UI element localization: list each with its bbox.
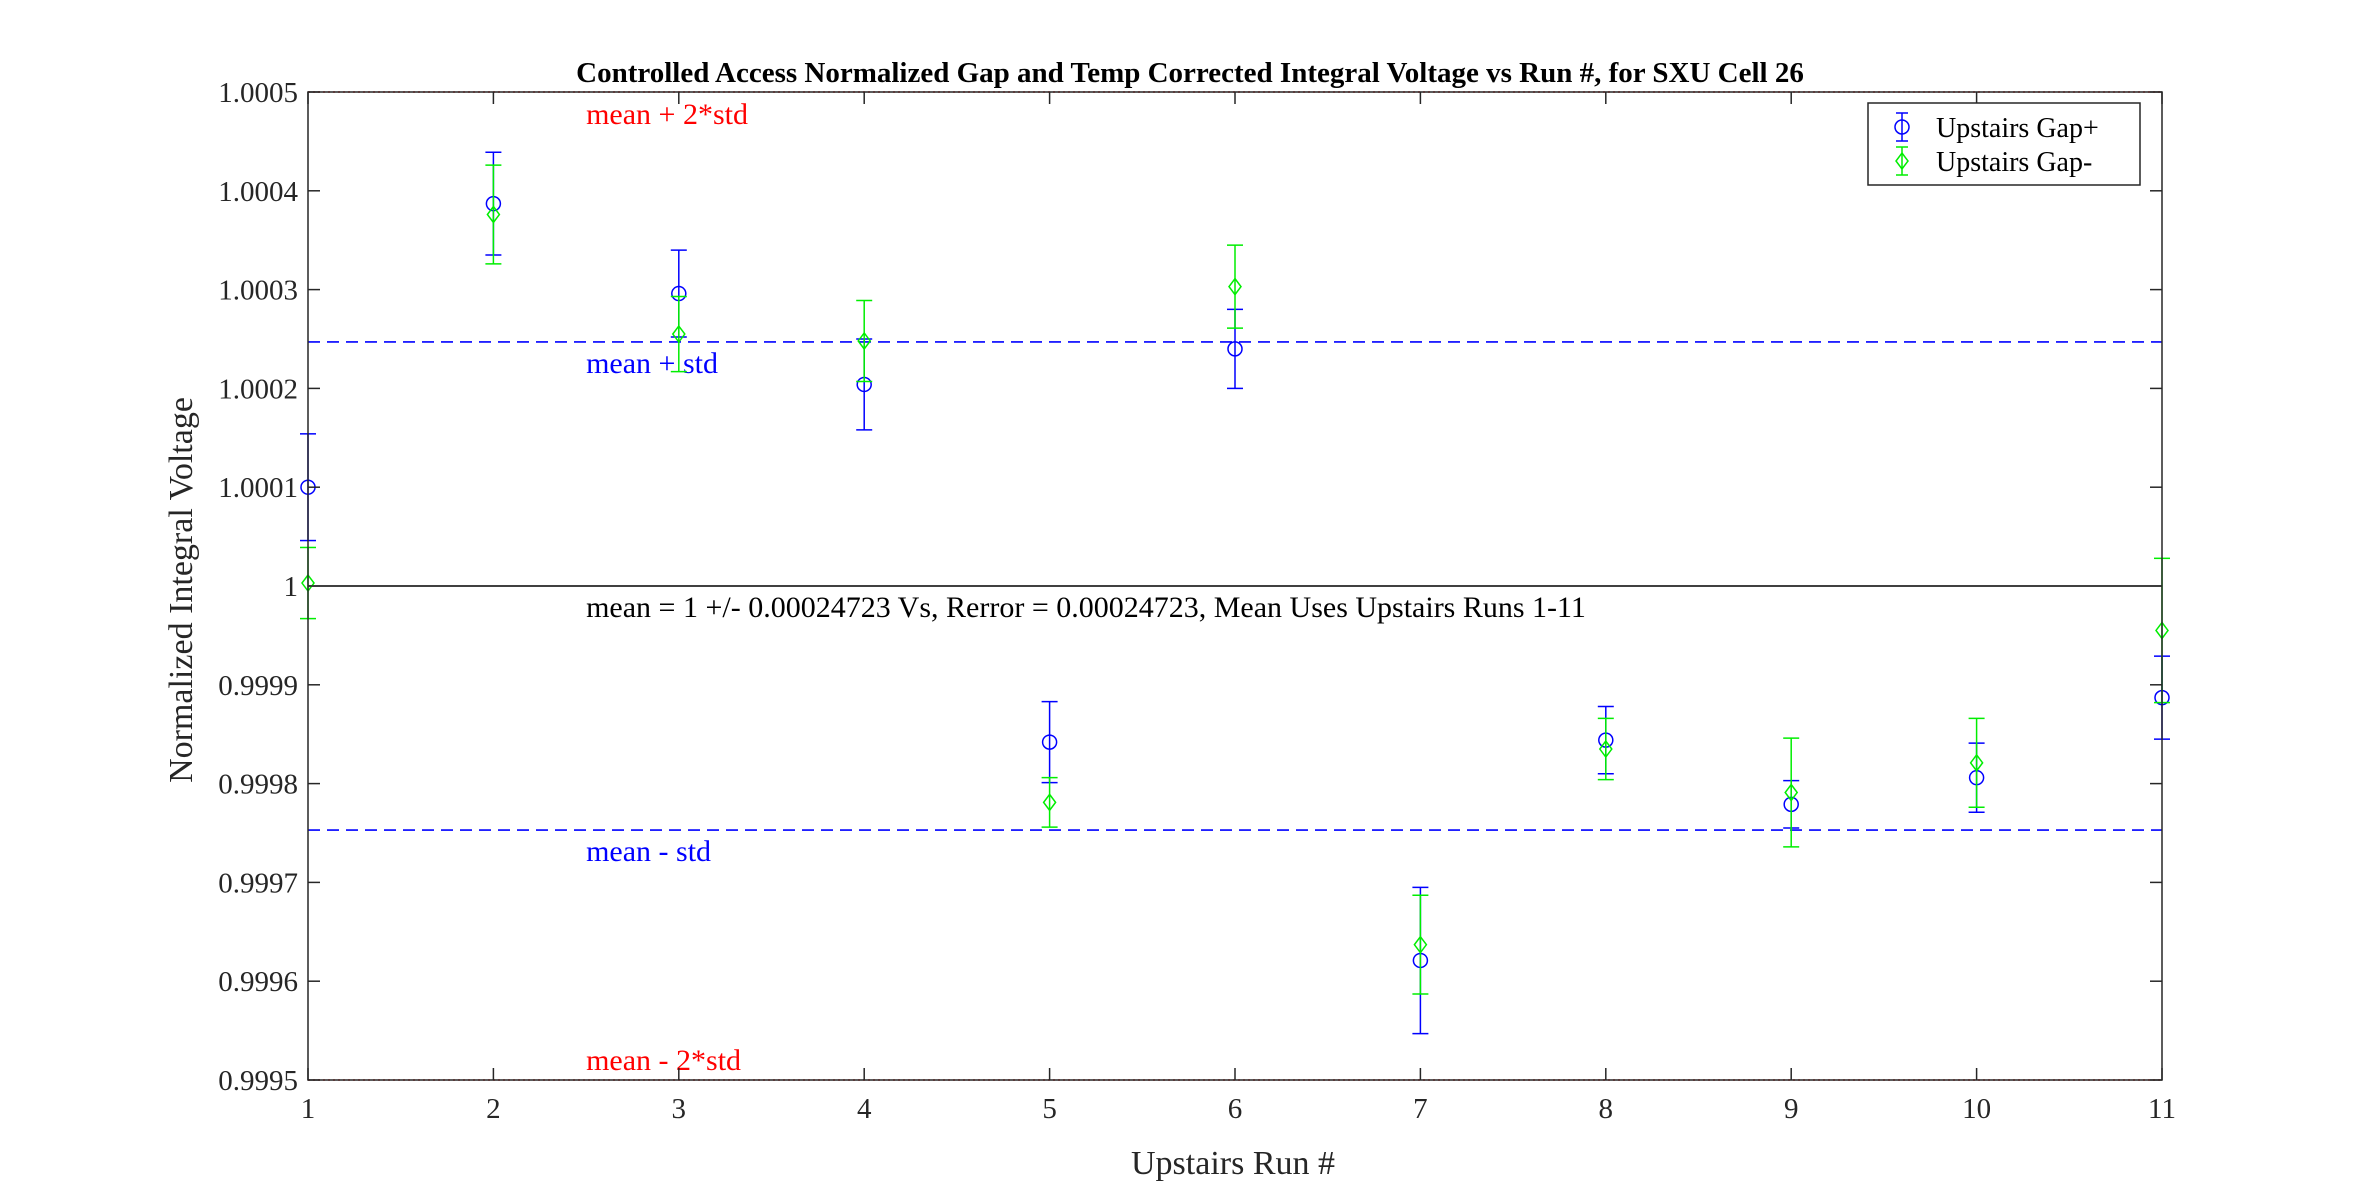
legend-box — [1867, 102, 2141, 186]
data-point — [1228, 277, 1242, 296]
error-bar — [485, 164, 502, 265]
reference-line-label-4: mean - 2*std — [586, 1044, 741, 1077]
error-bar — [1783, 737, 1800, 848]
x-tick-label-2: 2 — [486, 1093, 501, 1125]
y-tick-label-3: 0.9998 — [218, 769, 298, 801]
y-tick-label-7: 1.0002 — [218, 373, 298, 405]
x-tick-label-3: 3 — [672, 1093, 687, 1125]
reference-line-label-2: mean = 1 +/- 0.00024723 Vs, Rerror = 0.0… — [586, 591, 1586, 624]
legend: Upstairs Gap+Upstairs Gap- — [1867, 102, 2141, 186]
y-tick-label-6: 1.0001 — [218, 472, 298, 504]
x-tick-label-9: 9 — [1784, 1093, 1799, 1125]
x-tick-label-5: 5 — [1042, 1093, 1057, 1125]
x-tick-label-8: 8 — [1599, 1093, 1614, 1125]
x-tick-label-6: 6 — [1228, 1093, 1243, 1125]
error-bar — [1597, 717, 1614, 781]
legend-label-0: Upstairs Gap+ — [1936, 113, 2099, 144]
x-tick-label-4: 4 — [857, 1093, 872, 1125]
x-tick-label-7: 7 — [1413, 1093, 1428, 1125]
y-tick-label-4: 0.9999 — [218, 670, 298, 702]
y-tick-label-0: 0.9995 — [218, 1065, 298, 1097]
error-bar — [670, 295, 687, 373]
error-bar — [1968, 717, 1985, 809]
y-tick-label-1: 0.9996 — [218, 966, 298, 998]
error-bar — [1227, 244, 1243, 329]
reference-line-label-1: mean + std — [586, 347, 718, 380]
y-tick-label-8: 1.0003 — [218, 275, 298, 307]
y-axis-label: Normalized Integral Voltage — [163, 397, 200, 783]
reference-line-label-3: mean - std — [586, 835, 711, 868]
data-point — [486, 205, 501, 224]
data-point — [1413, 935, 1428, 954]
x-tick-label-1: 1 — [301, 1093, 316, 1125]
data-point — [857, 331, 872, 351]
legend-marker — [1894, 119, 1910, 135]
legend-item-0: Upstairs Gap+ — [1894, 112, 2099, 144]
y-tick-label-2: 0.9997 — [218, 867, 298, 899]
data-point — [1042, 793, 1057, 812]
x-tick-label-11: 11 — [2148, 1093, 2176, 1125]
reference-line-label-0: mean + 2*std — [586, 98, 748, 131]
data-point — [671, 324, 686, 344]
data-point — [1041, 734, 1058, 750]
data-point — [1227, 341, 1243, 357]
error-bar — [1412, 894, 1429, 995]
error-bar — [856, 299, 873, 383]
x-tick-label-10: 10 — [1962, 1093, 1991, 1125]
axes: 1 2 3 4 5 6 7 8 9 10 11 0.9995 0.9996 0.9997 0.9998 0.9… — [218, 77, 2176, 1125]
data-point — [1969, 753, 1984, 773]
legend-marker — [1895, 151, 1909, 171]
legend-item-1: Upstairs Gap- — [1895, 146, 2092, 178]
data-point — [1784, 783, 1799, 802]
error-bar — [1041, 776, 1058, 828]
legend-label-1: Upstairs Gap- — [1936, 147, 2092, 178]
chart-title: Controlled Access Normalized Gap and Tem… — [576, 57, 1804, 89]
y-tick-label-5: 1 — [284, 571, 299, 603]
y-tick-label-9: 1.0004 — [218, 176, 298, 208]
data-point — [1598, 739, 1613, 759]
x-axis-label: Upstairs Run # — [1131, 1145, 1335, 1182]
y-tick-label-10: 1.0005 — [218, 77, 298, 109]
